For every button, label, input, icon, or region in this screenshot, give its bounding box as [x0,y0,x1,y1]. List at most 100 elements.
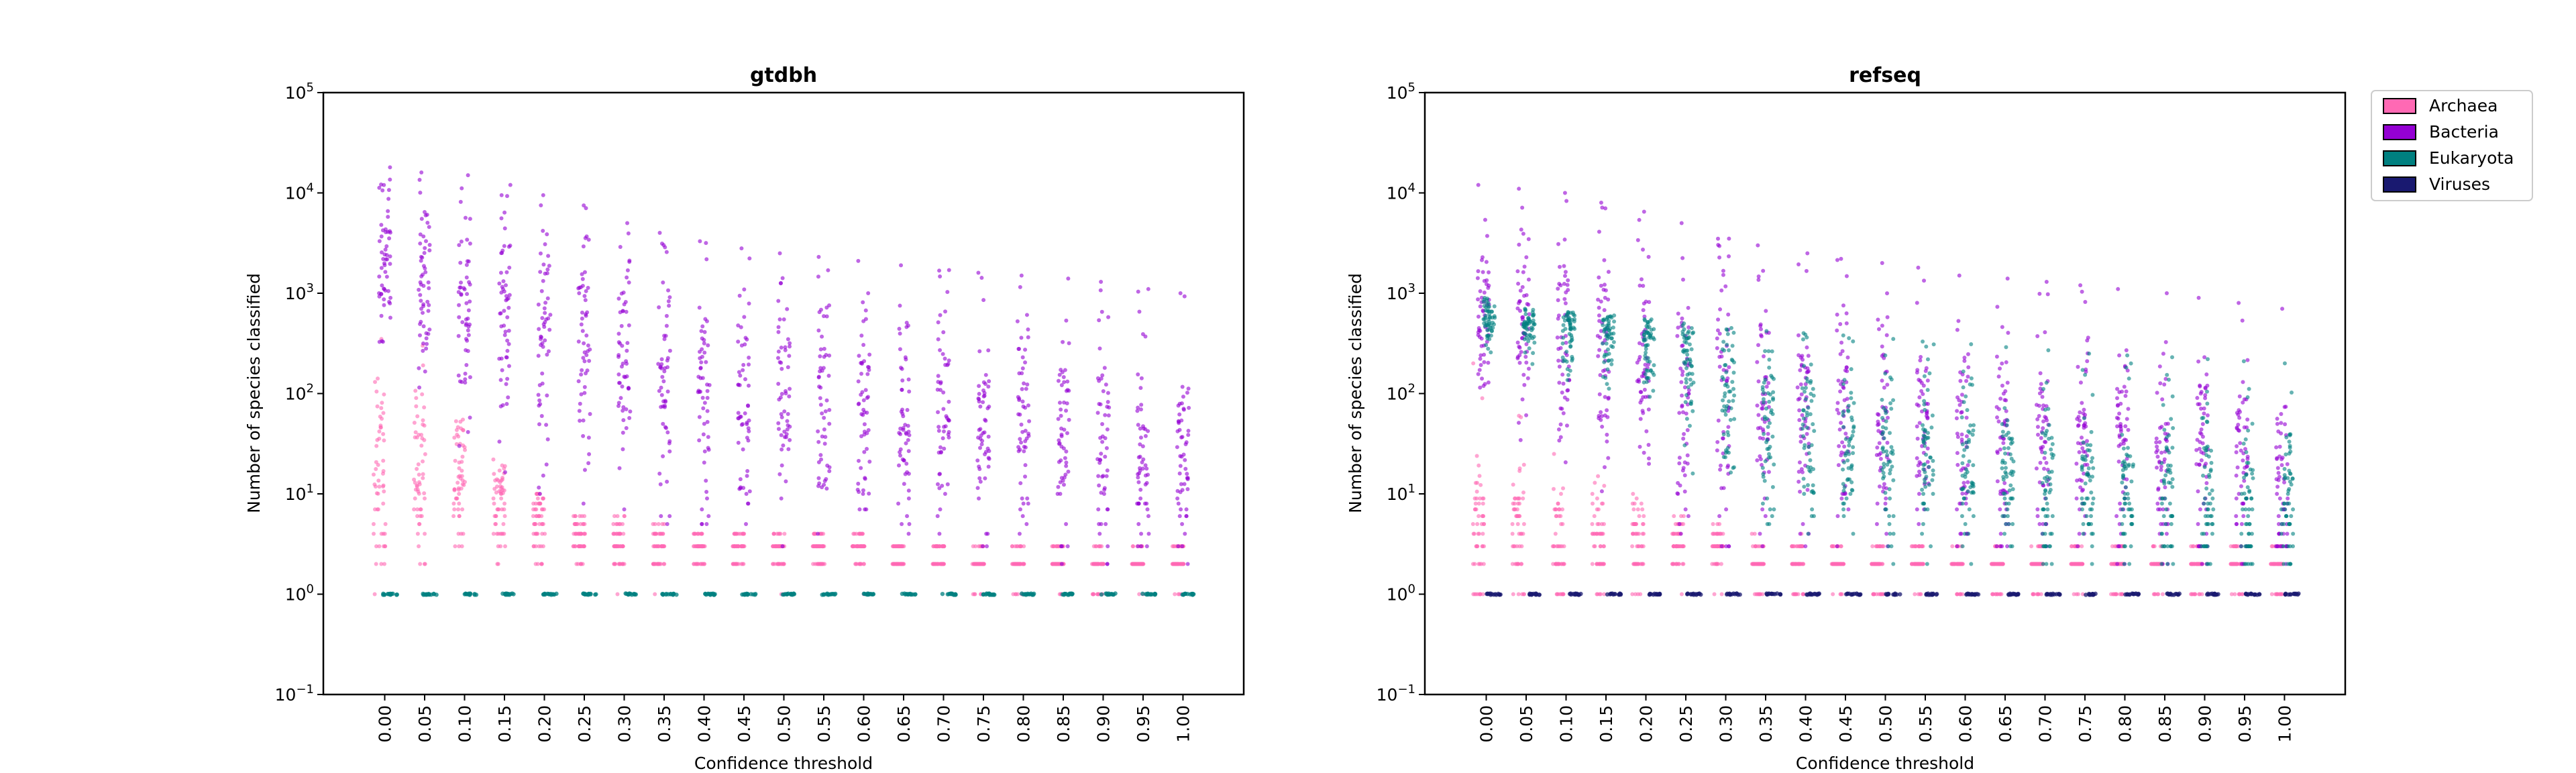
data-point [374,444,379,448]
data-point [580,316,584,321]
data-point [381,471,386,476]
data-point [508,243,513,248]
data-point [1017,531,1022,536]
data-point [938,380,943,384]
data-point [976,270,981,275]
data-point [985,406,990,411]
data-point [816,440,821,444]
data-point [580,272,584,276]
data-point [1840,492,1845,496]
data-point [584,289,588,293]
data-point [1590,492,1595,496]
data-point [1102,486,1107,491]
data-point [775,356,780,360]
data-point [1479,482,1483,487]
data-point [936,425,941,429]
data-point [862,422,867,427]
data-point [541,522,545,527]
data-point [581,244,586,249]
data-point [577,291,582,295]
data-point [1599,329,1603,333]
data-point [1959,410,1964,415]
data-point [787,354,792,358]
data-point [507,293,512,297]
data-point [1094,544,1099,549]
x-tick-label: 0.65 [894,705,914,743]
data-point [422,592,427,597]
data-point [704,257,709,262]
data-point [1678,366,1683,371]
data-point [612,544,617,549]
data-point [1136,372,1140,377]
x-tick-label: 0.30 [614,705,634,743]
data-point [2037,544,2042,549]
data-point [1023,429,1028,433]
data-point [1482,352,1487,357]
data-point [544,462,549,467]
data-point [1176,592,1181,597]
data-point [1955,409,1960,413]
data-point [1560,372,1565,377]
data-point [1025,592,1030,597]
data-point [1026,335,1030,340]
data-point [582,391,587,395]
data-point [1061,446,1066,451]
data-point [2035,417,2040,421]
data-point [1761,427,1766,431]
data-point [657,230,662,235]
data-point [2005,544,2010,549]
data-point [2163,421,2168,426]
data-point [2078,485,2083,490]
data-point [1641,522,1646,527]
data-point [1559,522,1564,527]
data-point [1880,260,1884,265]
data-point [2085,338,2090,343]
data-point [1964,415,1969,420]
data-point [541,193,545,197]
data-point [1487,270,1491,274]
data-point [1966,374,1970,379]
data-point [1519,415,1523,419]
data-point [612,562,616,566]
data-point [1635,507,1640,512]
data-point [1798,368,1803,372]
data-point [465,338,470,343]
data-point [862,410,867,415]
data-point [1755,458,1760,463]
data-point [1675,491,1680,496]
data-point [1842,444,1847,449]
data-point [1597,319,1602,323]
data-point [412,421,417,425]
data-point [1100,373,1105,378]
data-point [1019,273,1024,278]
data-point [1723,284,1728,289]
data-point [2035,425,2040,429]
data-point [1603,288,1608,293]
data-point [1564,340,1568,345]
data-point [500,507,504,512]
data-point [1638,444,1642,449]
data-point [1909,544,1914,549]
data-point [704,241,708,246]
data-point [1484,260,1489,264]
x-tick-label: 0.05 [415,705,435,743]
data-point [937,268,942,273]
data-point [540,531,545,536]
data-point [1919,544,1924,549]
data-point [2197,462,2202,467]
data-point [1602,282,1607,287]
data-point [1605,432,1609,437]
data-point [1837,427,1842,432]
data-point [580,283,585,288]
data-point [1642,450,1646,455]
data-point [580,276,585,281]
data-point [2234,522,2239,527]
data-point [1839,340,1844,345]
data-point [1880,562,1885,566]
data-point [545,393,549,398]
data-point [1712,592,1717,597]
data-point [737,416,741,421]
data-point [1476,183,1481,187]
y-tick-label: 100 [285,582,314,605]
data-point [987,456,991,461]
